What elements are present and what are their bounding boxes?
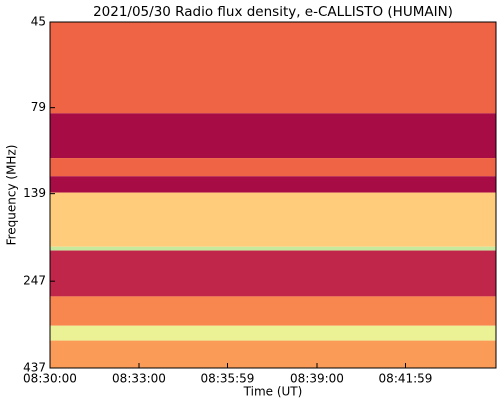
band — [50, 113, 496, 159]
band — [50, 192, 496, 247]
band — [50, 296, 496, 326]
x-tick-label: 08:35:59 — [201, 372, 255, 386]
band — [50, 158, 496, 177]
y-tick-label: 139 — [23, 186, 46, 200]
band — [50, 325, 496, 341]
y-tick-label: 247 — [23, 274, 46, 288]
band — [50, 22, 496, 114]
chart-title: 2021/05/30 Radio flux density, e-CALLIST… — [93, 4, 453, 20]
plot-frame — [49, 21, 497, 369]
x-tick-label: 08:30:00 — [23, 372, 77, 386]
y-tick-label: 437 — [23, 361, 46, 375]
plot-area — [50, 22, 496, 368]
y-axis-label: Frequency (MHz) — [5, 145, 19, 246]
x-tick-label: 08:39:00 — [290, 372, 344, 386]
band — [50, 250, 496, 297]
x-tick-label: 08:33:00 — [112, 372, 166, 386]
band — [50, 176, 496, 193]
x-tick-label: 08:41:59 — [379, 372, 433, 386]
x-axis-label: Time (UT) — [243, 385, 303, 399]
y-tick-label: 45 — [31, 15, 46, 29]
band — [50, 340, 496, 368]
y-tick-label: 79 — [31, 100, 46, 114]
band — [50, 246, 496, 251]
